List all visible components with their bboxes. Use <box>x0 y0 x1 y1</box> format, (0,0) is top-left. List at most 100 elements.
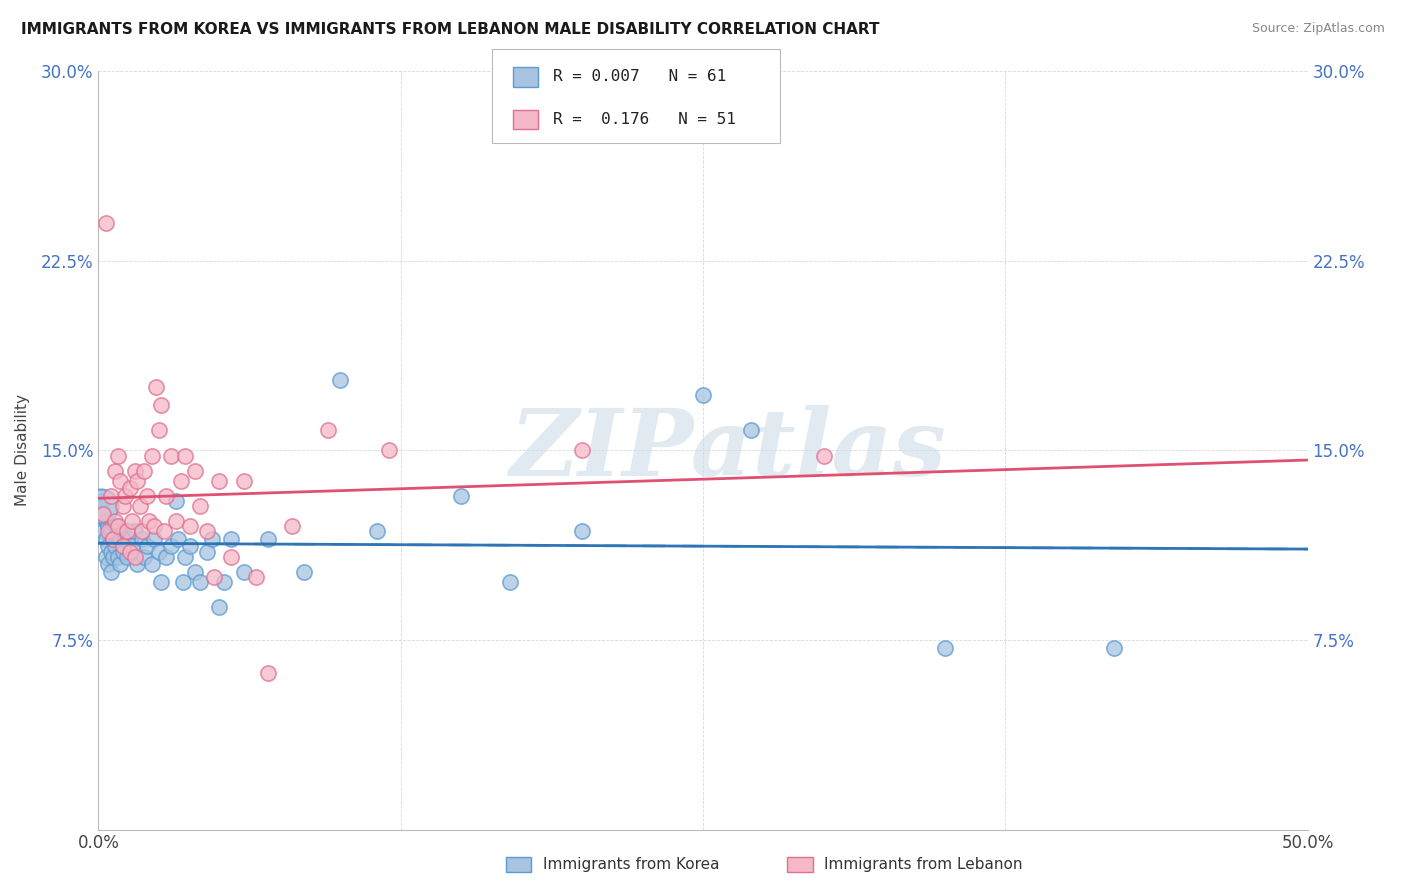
Point <box>152 524 174 539</box>
Point <box>118 544 141 558</box>
Point <box>160 449 183 463</box>
Text: IMMIGRANTS FROM KOREA VS IMMIGRANTS FROM LEBANON MALE DISABILITY CORRELATION CHA: IMMIGRANTS FROM KOREA VS IMMIGRANTS FROM… <box>21 22 880 37</box>
Point <box>107 519 129 533</box>
Point <box>107 524 129 539</box>
Point <box>165 514 187 528</box>
Point <box>94 216 117 230</box>
Point <box>329 373 352 387</box>
Point <box>94 549 117 564</box>
Point <box>172 574 194 589</box>
Point <box>104 519 127 533</box>
Point <box>160 540 183 554</box>
Text: Immigrants from Korea: Immigrants from Korea <box>543 857 720 872</box>
Point <box>208 474 231 488</box>
Point <box>212 574 235 589</box>
Point <box>127 474 149 488</box>
Point <box>91 524 114 539</box>
Point <box>114 489 136 503</box>
Point <box>108 474 131 488</box>
Point <box>91 507 114 521</box>
Point <box>107 449 129 463</box>
Point <box>118 482 141 496</box>
Point <box>169 474 191 488</box>
Point <box>450 489 472 503</box>
Point <box>134 464 156 478</box>
Point <box>111 540 134 554</box>
Point <box>143 519 166 533</box>
Point <box>204 570 226 584</box>
Point <box>124 524 146 539</box>
Point <box>195 524 218 539</box>
Point <box>498 574 520 589</box>
Point <box>934 640 956 655</box>
Point <box>108 532 131 546</box>
Point <box>97 557 120 572</box>
Point <box>124 464 146 478</box>
Point <box>201 532 224 546</box>
Point <box>571 443 593 458</box>
Point <box>117 524 139 539</box>
Point <box>104 514 127 528</box>
Point <box>1102 640 1125 655</box>
Point <box>316 423 339 437</box>
Point <box>104 540 127 554</box>
Point <box>121 514 143 528</box>
Y-axis label: Male Disability: Male Disability <box>15 394 30 507</box>
Point <box>692 388 714 402</box>
Point <box>97 524 120 539</box>
Point <box>188 574 211 589</box>
Point <box>145 380 167 394</box>
Point <box>114 532 136 546</box>
Point <box>121 540 143 554</box>
Point <box>221 532 243 546</box>
Point <box>128 499 150 513</box>
Point <box>90 499 112 513</box>
Point <box>141 449 163 463</box>
Point <box>174 449 197 463</box>
Point <box>100 544 122 558</box>
Point <box>127 557 149 572</box>
Point <box>91 507 114 521</box>
Point <box>135 489 157 503</box>
Text: ZIPatlas: ZIPatlas <box>509 406 946 495</box>
Point <box>108 557 131 572</box>
Point <box>148 544 170 558</box>
Point <box>101 532 124 546</box>
Point <box>184 464 207 478</box>
Point <box>134 549 156 564</box>
Point <box>111 499 134 513</box>
Point <box>256 665 278 680</box>
Point <box>141 557 163 572</box>
Point <box>195 544 218 558</box>
Point <box>107 549 129 564</box>
Point <box>111 544 134 558</box>
Point <box>150 398 173 412</box>
Point <box>138 514 160 528</box>
Point <box>131 532 153 546</box>
Point <box>101 532 124 546</box>
Point <box>366 524 388 539</box>
Point <box>377 443 399 458</box>
Text: Immigrants from Lebanon: Immigrants from Lebanon <box>824 857 1022 872</box>
Point <box>150 574 173 589</box>
Point <box>155 489 177 503</box>
Text: R =  0.176   N = 51: R = 0.176 N = 51 <box>553 112 735 127</box>
Point <box>245 570 267 584</box>
Point <box>740 423 762 437</box>
Point <box>100 565 122 579</box>
Point <box>292 565 315 579</box>
Point <box>143 532 166 546</box>
Point <box>174 549 197 564</box>
Point <box>118 532 141 546</box>
Point <box>208 600 231 615</box>
Point <box>131 524 153 539</box>
Point <box>135 540 157 554</box>
Point <box>117 549 139 564</box>
Point <box>813 449 835 463</box>
Point <box>90 494 112 508</box>
Point <box>101 549 124 564</box>
Point <box>104 464 127 478</box>
Point <box>111 524 134 539</box>
Point <box>167 532 190 546</box>
Point <box>188 499 211 513</box>
